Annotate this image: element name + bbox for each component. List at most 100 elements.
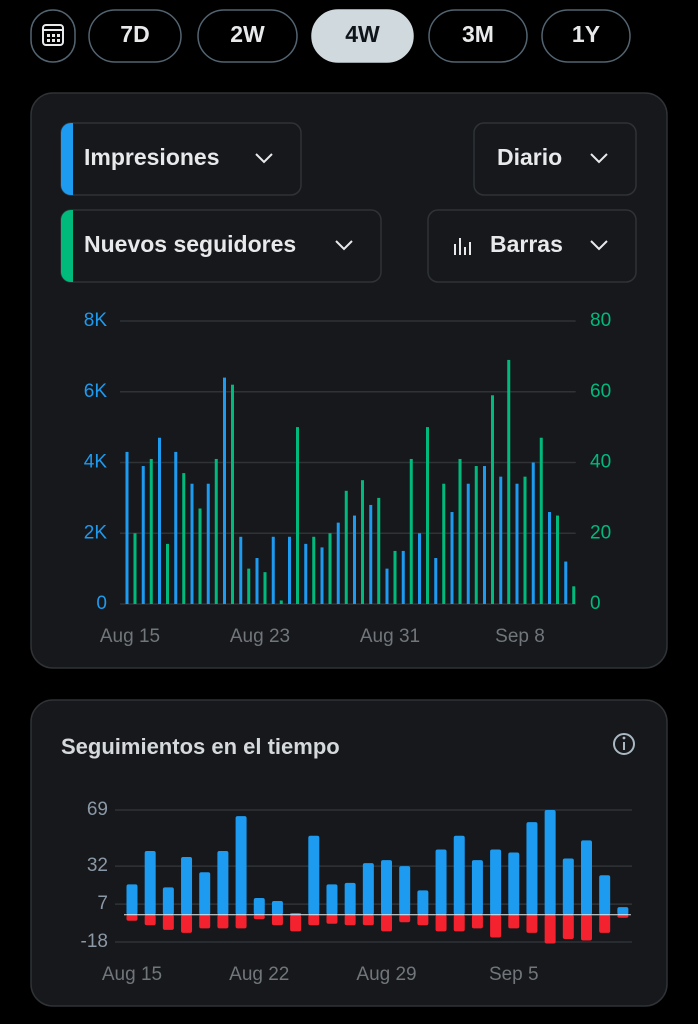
bar xyxy=(362,914,374,926)
bar xyxy=(556,515,559,604)
bar xyxy=(308,914,320,926)
bar xyxy=(126,884,138,915)
bar xyxy=(539,437,543,604)
bar xyxy=(399,866,411,915)
bar xyxy=(599,875,611,915)
bar xyxy=(231,384,234,604)
bar xyxy=(290,914,302,932)
bar xyxy=(217,850,229,915)
bar xyxy=(474,466,478,604)
bar xyxy=(149,458,153,604)
bar xyxy=(617,907,629,915)
x-tick-label: Sep 8 xyxy=(495,626,545,647)
bar xyxy=(442,483,446,604)
chart-title: Seguimientos en el tiempo xyxy=(61,734,340,759)
bar xyxy=(523,476,527,604)
range-button-bg[interactable] xyxy=(428,9,528,63)
bar xyxy=(562,858,574,915)
bar xyxy=(564,561,568,604)
bar xyxy=(206,483,210,604)
calendar-button[interactable] xyxy=(30,9,76,63)
range-button-bg[interactable] xyxy=(311,9,414,63)
bar xyxy=(328,533,332,604)
y-tick-label: -18 xyxy=(81,931,108,952)
bar xyxy=(581,840,592,915)
info-icon-dot xyxy=(622,736,626,740)
bar xyxy=(377,497,381,604)
bar xyxy=(198,508,202,604)
bar xyxy=(162,887,174,915)
bar xyxy=(181,914,193,933)
bar xyxy=(471,914,483,929)
y2-tick-label: 60 xyxy=(590,381,611,402)
range-button-bg[interactable] xyxy=(197,9,298,63)
range-buttons: 7D 2W 4W 3M 1Y xyxy=(88,9,631,63)
bar xyxy=(263,572,267,604)
bar xyxy=(548,512,551,604)
range-button-label: 1Y xyxy=(572,21,600,47)
range-button-label: 3M xyxy=(462,21,494,47)
y2-tick-label: 80 xyxy=(590,310,611,331)
bar xyxy=(490,849,502,915)
range-button[interactable]: 1Y xyxy=(541,9,631,63)
bar xyxy=(279,600,283,604)
x-tick-label: Aug 31 xyxy=(360,626,420,647)
bar xyxy=(235,914,247,929)
range-button-bg[interactable] xyxy=(88,9,182,63)
bar xyxy=(166,543,169,604)
info-button[interactable] xyxy=(613,733,635,755)
y-tick-label: 4K xyxy=(84,452,108,473)
dropdown-label: Diario xyxy=(497,144,562,170)
y-tick-label: 8K xyxy=(84,310,108,331)
bar xyxy=(174,451,178,604)
bar xyxy=(125,451,129,604)
bar xyxy=(435,914,447,932)
interval-dropdown[interactable]: Diario xyxy=(473,122,637,196)
bar xyxy=(483,466,486,604)
bar xyxy=(401,550,405,604)
bar xyxy=(531,462,535,604)
y-tick-label: 2K xyxy=(84,522,108,543)
bar xyxy=(466,483,470,604)
bar xyxy=(344,914,356,926)
x-tick-label: Aug 22 xyxy=(229,964,289,985)
bar xyxy=(271,914,283,926)
y-tick-label: 6K xyxy=(84,381,108,402)
metric-dropdown[interactable]: Nuevos seguidores xyxy=(60,209,382,283)
range-button[interactable]: 2W xyxy=(197,9,298,63)
bar xyxy=(308,835,320,915)
bar xyxy=(471,860,483,915)
bar xyxy=(526,914,538,933)
bar xyxy=(393,550,397,604)
range-button-bg[interactable] xyxy=(541,9,631,63)
chevron xyxy=(255,153,273,164)
bar xyxy=(326,914,338,924)
y-tick-label: 0 xyxy=(96,593,107,614)
bar xyxy=(381,914,393,932)
dropdown-bg[interactable] xyxy=(473,122,637,196)
bar xyxy=(581,914,592,941)
bar xyxy=(417,914,429,926)
bar xyxy=(199,872,211,915)
bar xyxy=(247,568,251,604)
info-icon[interactable] xyxy=(613,733,635,755)
y-tick-label: 7 xyxy=(97,893,108,914)
range-button[interactable]: 3M xyxy=(428,9,528,63)
bar xyxy=(526,822,538,915)
bar xyxy=(141,466,145,604)
y-tick-label: 69 xyxy=(87,799,108,820)
dropdown-bg[interactable] xyxy=(427,209,637,283)
x-tick-label: Aug 15 xyxy=(100,626,160,647)
bar xyxy=(599,914,611,933)
range-button[interactable]: 7D xyxy=(88,9,182,63)
dropdown-label: Nuevos seguidores xyxy=(84,231,296,257)
bar xyxy=(223,377,226,604)
bar xyxy=(426,427,429,604)
metric-dropdown[interactable]: Impresiones xyxy=(60,122,302,196)
bar xyxy=(253,898,265,915)
style-dropdown[interactable]: Barras xyxy=(427,209,637,283)
range-button[interactable]: 4W xyxy=(311,9,414,63)
y-tick-label: 32 xyxy=(87,855,108,876)
x-tick-label: Aug 15 xyxy=(102,964,162,985)
